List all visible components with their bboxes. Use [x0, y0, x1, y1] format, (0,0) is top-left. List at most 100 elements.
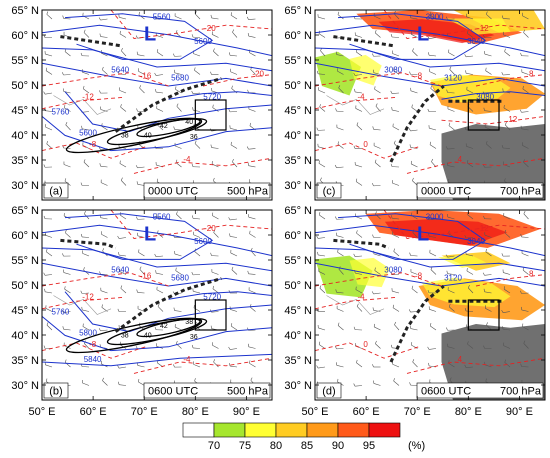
time-label: 0600 UTC: [421, 386, 471, 398]
wind-barb: [523, 213, 529, 220]
temperature-contour: [315, 342, 419, 359]
study-area-box: [194, 299, 227, 331]
height-contour-label: 3080: [384, 66, 402, 75]
wind-barb-flag: [250, 247, 253, 251]
wind-barb: [429, 309, 437, 312]
x-tick-label: 50° E: [301, 406, 328, 418]
wind-barb: [355, 216, 363, 220]
wind-barb: [466, 254, 474, 257]
wind-barb-flag: [372, 126, 374, 130]
rh-shading-core: [349, 257, 390, 288]
wind-barb: [174, 15, 182, 20]
wind-barb: [355, 35, 363, 38]
wind-barb: [318, 16, 326, 20]
wind-speed-label: 40: [144, 332, 152, 339]
height-contour-label: 5840: [84, 355, 102, 364]
map-panel: 3000 3040 3080 3120 -12 -8 -4 0 4 8 L (d) 0600 UTC 70…: [284, 205, 546, 418]
wind-barb-flag: [390, 34, 393, 38]
wind-barb: [373, 15, 381, 20]
wind-barb: [410, 271, 418, 275]
coastline: [53, 295, 112, 315]
wind-barb: [83, 269, 90, 275]
temperature-contour: [315, 272, 442, 287]
wind-barb: [193, 109, 201, 112]
wind-barb: [213, 361, 219, 368]
wind-barb-flag: [335, 346, 337, 349]
wind-barb: [319, 288, 326, 294]
wind-barb-flag: [173, 307, 175, 311]
wind-barb: [230, 348, 238, 350]
wind-speed-contour: [136, 318, 201, 338]
wind-barb: [137, 365, 145, 368]
wind-barb-flag: [393, 248, 396, 252]
wind-barb: [429, 127, 437, 131]
height-contour: [42, 247, 272, 272]
wind-barb: [45, 234, 53, 238]
height-contour: [441, 91, 545, 100]
wind-barb: [373, 253, 381, 257]
temperature-contour-label: -4: [183, 355, 191, 364]
wind-barb-flag: [522, 85, 524, 89]
wind-barb: [119, 237, 127, 239]
height-contour-label: 5680: [171, 73, 189, 82]
wind-barb-flag: [228, 109, 231, 112]
temperature-contour-label: -4: [357, 92, 365, 101]
wind-barb-flag: [520, 363, 522, 367]
wind-barb: [45, 53, 53, 57]
height-contour-label: 3040: [467, 237, 485, 246]
wind-barb: [139, 269, 145, 275]
wind-barb: [447, 289, 455, 294]
wind-barb-flag: [501, 145, 504, 149]
wind-barb: [211, 271, 219, 275]
temperature-contour: [202, 74, 272, 87]
wind-barb-flag: [446, 327, 448, 331]
wind-barb-flag: [485, 67, 487, 71]
wind-barb: [485, 70, 492, 75]
wind-barb-flag: [523, 340, 526, 344]
wind-barb-flag: [374, 267, 376, 271]
wind-barb: [412, 232, 418, 238]
wind-barb-flag: [485, 140, 488, 145]
wind-barb: [249, 306, 256, 312]
wind-barb-flag: [230, 12, 232, 16]
wind-barb: [174, 129, 182, 131]
wind-barb-flag: [154, 326, 157, 330]
wind-barb: [82, 236, 90, 238]
wind-barb: [336, 166, 344, 169]
wind-barb: [65, 232, 71, 238]
wind-barb: [83, 32, 90, 38]
wind-barb-flag: [337, 11, 340, 15]
wind-barb-flag: [191, 163, 194, 167]
wind-barb-flag: [247, 89, 249, 93]
wind-barb: [82, 382, 90, 386]
wind-barb: [336, 235, 344, 238]
wind-barb-flag: [483, 107, 485, 111]
height-contour: [64, 13, 214, 60]
low-pressure-marker: L: [144, 23, 156, 45]
wind-barb-flag: [102, 66, 104, 70]
wind-barb-flag: [43, 345, 46, 349]
wind-barb: [82, 111, 90, 113]
wind-barb-flag: [337, 378, 339, 382]
wind-barb: [466, 270, 474, 275]
wind-barb: [522, 326, 529, 331]
wind-speed-label: 40: [185, 119, 193, 126]
wind-barb: [411, 34, 418, 38]
wind-barb-flag: [46, 322, 49, 326]
wind-barb: [175, 270, 182, 275]
map-content: 5560 5600 5640 5680 5720 5760 5600 -20 -16 -12 -8 -…: [42, 10, 272, 187]
wind-barb: [336, 308, 344, 312]
wind-barb: [411, 163, 418, 168]
y-tick-label: 30° N: [11, 380, 39, 392]
wind-barb-flag: [98, 146, 101, 150]
temperature-contour: [42, 142, 146, 159]
wind-barb: [231, 325, 238, 331]
rh-shading-core: [446, 18, 511, 35]
wind-speed-label: 36: [190, 334, 198, 341]
wind-barb-flag: [246, 16, 249, 20]
wind-barb: [503, 272, 511, 275]
y-tick-label: 45° N: [284, 305, 312, 317]
x-tick-label: 60° E: [353, 406, 380, 418]
level-label: 700 hPa: [500, 186, 542, 198]
wind-barb-flag: [392, 304, 394, 308]
